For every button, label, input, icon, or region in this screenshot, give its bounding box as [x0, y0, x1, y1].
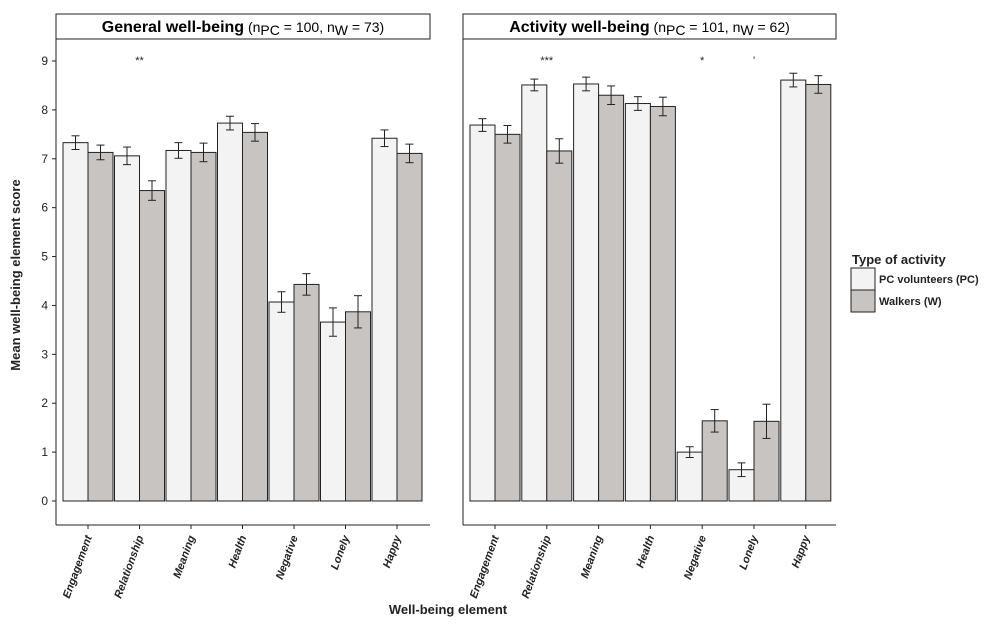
panel-n-pc-value: = 100, [280, 19, 327, 35]
bar-pc-engagement [469, 124, 496, 502]
bar-w-meaning [598, 94, 625, 502]
x-tick-label-relationship: Relationship [112, 534, 146, 600]
x-tick-label-negative: Negative [274, 534, 301, 581]
bar-pc-meaning [573, 83, 600, 502]
panel-n-w-label: n [327, 19, 335, 35]
panel-n-w-label: n [733, 19, 741, 35]
bar-pc-engagement [62, 142, 89, 502]
x-tick-label-engagement: Engagement [61, 533, 95, 600]
x-axis-title: Well-being element [389, 602, 508, 617]
x-tick-label-happy: Happy [790, 533, 813, 570]
panel-n-pc-sub: PC [666, 22, 685, 38]
legend-swatch-w [850, 289, 876, 313]
y-axis-title: Mean well-being element score [8, 179, 23, 370]
panel-n-pc-label: n [658, 19, 666, 35]
x-tick-label-health: Health [634, 534, 657, 570]
bar-w-happy [805, 83, 832, 502]
y-tick-label: 1 [41, 445, 48, 459]
significance-marker: ** [135, 55, 144, 67]
bar-pc-meaning [165, 149, 192, 502]
panel-strip [55, 13, 431, 40]
panel-n-pc-sub: PC [260, 22, 279, 38]
panel-n-w-value: = 62) [754, 19, 790, 35]
y-tick-label: 3 [41, 347, 48, 361]
panel-strip [462, 13, 837, 40]
bar-pc-health [624, 103, 651, 502]
panel-general: General well-being (nPC = 100, nW = 73)0… [41, 13, 431, 600]
x-tick-label-engagement: Engagement [468, 533, 502, 600]
significance-marker: ' [753, 55, 755, 67]
y-tick-label: 6 [41, 201, 48, 215]
panel-activity: Activity well-being (nPC = 101, nW = 62)… [462, 13, 837, 600]
panel-n-w-sub: W [335, 22, 349, 38]
y-tick-label: 4 [41, 298, 48, 312]
bar-w-negative [701, 420, 728, 502]
x-tick-label-happy: Happy [381, 533, 404, 570]
x-tick-label-meaning: Meaning [579, 534, 606, 580]
bar-w-engagement [494, 133, 521, 502]
bar-w-meaning [190, 151, 217, 502]
panel-title-open: ( [650, 19, 659, 35]
bar-pc-happy [780, 79, 807, 502]
y-tick-label: 2 [41, 396, 48, 410]
x-tick-label-lonely: Lonely [737, 533, 761, 571]
panel-title: Activity well-being (nPC = 101, nW = 62) [509, 19, 790, 38]
x-tick-label-negative: Negative [682, 534, 709, 581]
bar-w-health [649, 105, 676, 502]
y-tick-label: 5 [41, 250, 48, 264]
bar-pc-health [217, 122, 243, 502]
x-tick-label-lonely: Lonely [329, 533, 353, 571]
bar-w-relationship [139, 190, 165, 502]
significance-marker: *** [540, 55, 554, 67]
bar-pc-happy [371, 137, 398, 502]
y-tick-label: 8 [41, 103, 48, 117]
y-tick-label: 0 [41, 494, 48, 508]
bar-w-negative [293, 283, 320, 502]
x-tick-label-health: Health [227, 534, 250, 570]
panel-title-main: Activity well-being [509, 19, 649, 36]
panel-title-main: General well-being [102, 19, 244, 36]
panels-layer: General well-being (nPC = 100, nW = 73)0… [41, 13, 837, 600]
panel-title-open: ( [244, 19, 253, 35]
legend: Type of activity PC volunteers (PC) Walk… [850, 252, 979, 313]
panel-title: General well-being (nPC = 100, nW = 73) [102, 19, 384, 38]
legend-label-pc: PC volunteers (PC) [879, 274, 979, 286]
panel-n-pc-value: = 101, [685, 19, 732, 35]
legend-swatch-pc [850, 267, 876, 291]
x-tick-label-relationship: Relationship [520, 534, 554, 600]
bar-w-health [242, 131, 268, 502]
legend-label-w: Walkers (W) [879, 296, 942, 308]
panel-n-w-sub: W [740, 22, 754, 38]
y-tick-label: 7 [41, 152, 48, 166]
bar-pc-negative [268, 301, 295, 502]
bar-pc-relationship [114, 155, 140, 502]
bar-w-lonely [345, 311, 371, 502]
bar-pc-negative [676, 451, 703, 502]
y-tick-label: 9 [41, 54, 48, 68]
bar-pc-lonely [728, 469, 755, 502]
significance-marker: * [700, 55, 705, 67]
x-tick-label-meaning: Meaning [171, 534, 198, 580]
bar-pc-relationship [521, 84, 548, 502]
bar-w-engagement [87, 151, 114, 502]
legend-title: Type of activity [852, 252, 946, 267]
bar-w-happy [396, 152, 423, 502]
bar-w-relationship [546, 150, 573, 502]
panel-n-pc-label: n [253, 19, 261, 35]
bar-pc-lonely [320, 321, 346, 502]
panel-n-w-value: = 73) [348, 19, 384, 35]
